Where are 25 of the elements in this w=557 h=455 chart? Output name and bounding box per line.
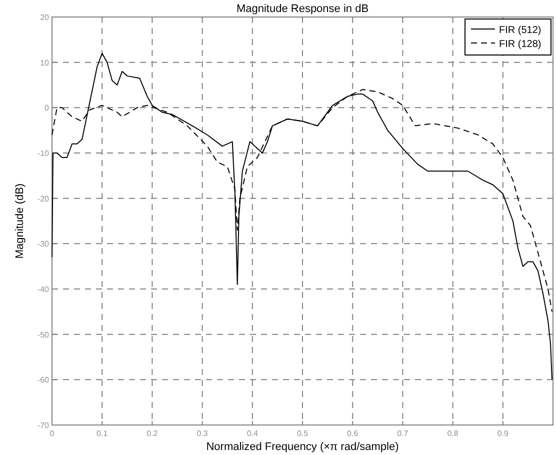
y-tick-label: -60 — [37, 376, 50, 385]
y-tick-label: -10 — [37, 149, 50, 158]
line-series — [52, 52, 552, 380]
y-axis-title: Magnitude (dB) — [14, 183, 26, 259]
y-tick-label: 20 — [40, 13, 50, 22]
y-tick-label: -30 — [37, 240, 50, 249]
legend-label: FIR (512) — [499, 25, 542, 36]
x-tick-label: 0.2 — [146, 429, 158, 438]
y-tick-label: -40 — [37, 285, 50, 294]
x-tick-label: 0.1 — [96, 429, 108, 438]
legend-label: FIR (128) — [499, 39, 542, 50]
x-tick-label: 0.4 — [246, 429, 259, 438]
y-tick-label: 10 — [40, 58, 50, 68]
chart-title: Magnitude Response in dB — [236, 3, 369, 15]
y-tick-label: 0 — [44, 104, 50, 113]
x-tick-label: 0.3 — [196, 429, 208, 438]
y-tick-label: -70 — [37, 421, 50, 430]
y-tick-label: -50 — [37, 330, 50, 340]
y-tick-label: -20 — [37, 194, 50, 204]
x-tick-label: 0.8 — [447, 429, 459, 438]
x-tick-label: 0.9 — [497, 429, 510, 438]
x-tick-label: 0.7 — [397, 429, 409, 438]
x-tick-label: 0.5 — [296, 429, 309, 438]
x-axis-title: Normalized Frequency (×π rad/sample) — [206, 441, 399, 453]
x-tick-label: 0.6 — [347, 429, 359, 438]
